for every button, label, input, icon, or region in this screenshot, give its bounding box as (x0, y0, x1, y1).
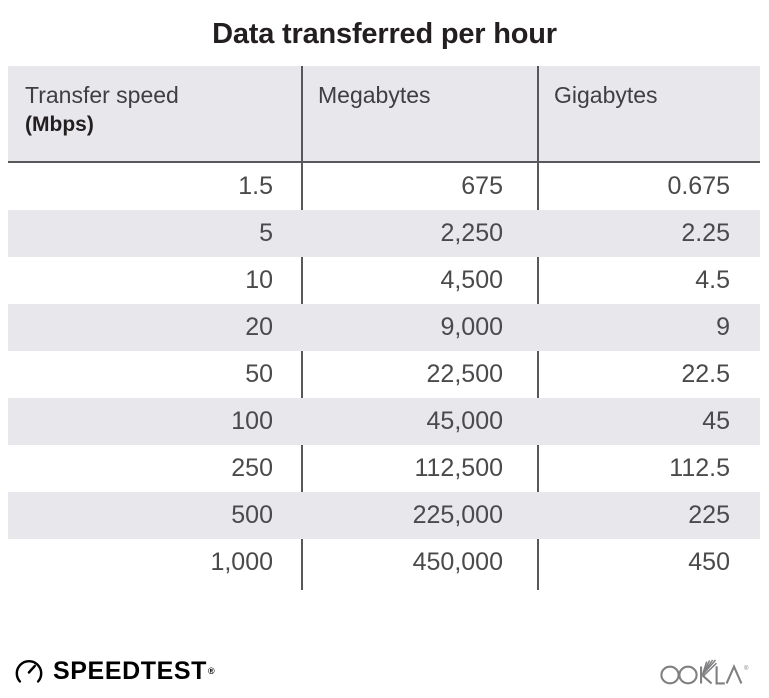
cell-transfer-speed: 500 (231, 501, 273, 529)
column-header-gigabytes-label: Gigabytes (554, 82, 658, 108)
table-row: 1,000 450,000 450 (8, 539, 760, 586)
cell-megabytes: 9,000 (440, 313, 503, 341)
cell-gigabytes: 112.5 (669, 454, 730, 482)
data-table: Transfer speed (Mbps) Megabytes Gigabyte… (8, 66, 760, 592)
column-header-megabytes: Megabytes (318, 80, 533, 111)
cell-megabytes: 450,000 (412, 548, 503, 576)
cell-gigabytes: 45 (702, 407, 730, 435)
table-row: 10 4,500 4.5 (8, 257, 760, 304)
ookla-trademark: ® (744, 665, 749, 672)
cell-transfer-speed: 10 (245, 266, 273, 294)
cell-megabytes: 112,500 (414, 454, 503, 482)
cell-megabytes: 45,000 (426, 407, 503, 435)
cell-megabytes: 225,000 (412, 501, 503, 529)
cell-megabytes: 4,500 (440, 266, 503, 294)
cell-transfer-speed: 1.5 (238, 172, 273, 200)
column-header-transfer-speed: Transfer speed (Mbps) (25, 80, 295, 139)
table-row: 1.5 675 0.675 (8, 163, 760, 210)
table-row: 5 2,250 2.25 (8, 210, 760, 257)
footer: SPEEDTEST ® ® (0, 640, 769, 698)
cell-gigabytes: 2.25 (681, 219, 730, 247)
speedtest-logo: SPEEDTEST ® (14, 654, 215, 688)
speedtest-trademark: ® (208, 665, 215, 676)
page-title: Data transferred per hour (212, 18, 557, 50)
cell-megabytes: 2,250 (440, 219, 503, 247)
cell-transfer-speed: 100 (231, 407, 273, 435)
cell-gigabytes: 225 (688, 501, 730, 529)
cell-gigabytes: 22.5 (681, 360, 730, 388)
cell-gigabytes: 9 (716, 313, 730, 341)
table-row: 500 225,000 225 (8, 492, 760, 539)
table-row: 250 112,500 112.5 (8, 445, 760, 492)
table-header-row (8, 66, 760, 161)
cell-transfer-speed: 250 (231, 454, 273, 482)
cell-gigabytes: 0.675 (667, 172, 730, 200)
cell-transfer-speed: 50 (245, 360, 273, 388)
table-row: 100 45,000 45 (8, 398, 760, 445)
column-header-megabytes-label: Megabytes (318, 82, 431, 108)
cell-megabytes: 22,500 (426, 360, 503, 388)
table-row: 20 9,000 9 (8, 304, 760, 351)
cell-gigabytes: 450 (688, 548, 730, 576)
cell-transfer-speed: 1,000 (210, 548, 273, 576)
header-bottom-rule (8, 161, 760, 163)
speedtest-wordmark: SPEEDTEST (53, 657, 208, 685)
column-header-gigabytes: Gigabytes (554, 80, 754, 111)
column-header-transfer-speed-unit: (Mbps) (25, 113, 94, 136)
cell-transfer-speed: 5 (259, 219, 273, 247)
cell-transfer-speed: 20 (245, 313, 273, 341)
cell-megabytes: 675 (461, 172, 503, 200)
ookla-logo: ® (659, 658, 755, 688)
table-body: 1.5 675 0.675 5 2,250 2.25 10 4,500 4.5 20 9,000 9 5… (8, 163, 760, 586)
cell-gigabytes: 4.5 (695, 266, 730, 294)
column-header-transfer-speed-label: Transfer speed (25, 82, 179, 108)
speedometer-gauge-icon (14, 656, 44, 686)
table-row: 50 22,500 22.5 (8, 351, 760, 398)
